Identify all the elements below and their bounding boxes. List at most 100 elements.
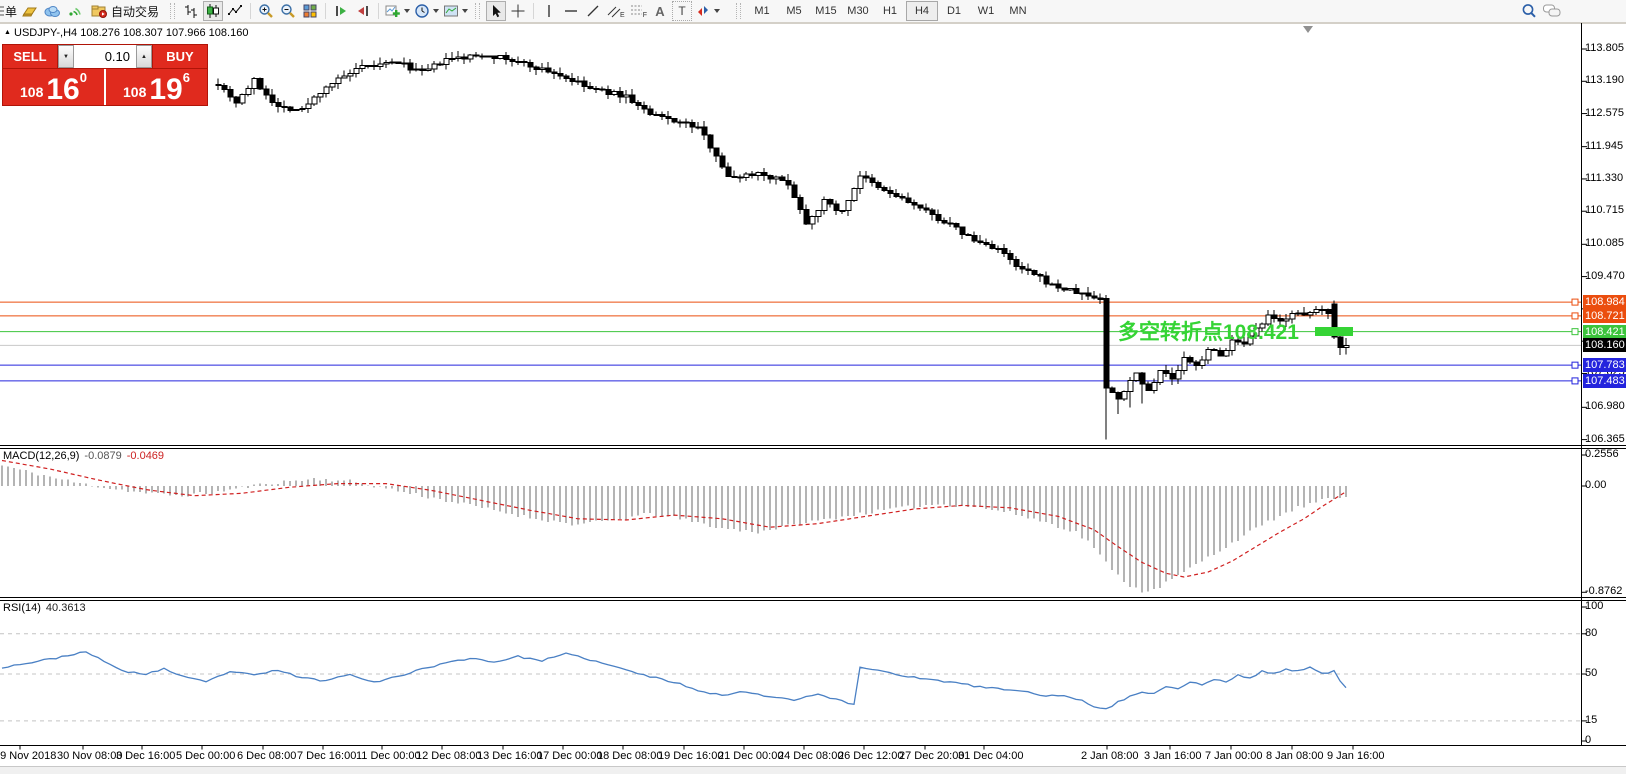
text-tool-button[interactable]: A	[650, 1, 670, 21]
time-axis-label: 7 Jan 00:00	[1205, 750, 1263, 762]
line-chart-type-button[interactable]	[225, 1, 245, 21]
zoom-in-button[interactable]	[256, 1, 276, 21]
candle-body	[1253, 327, 1260, 337]
timeframe-M30[interactable]: M30	[847, 5, 869, 17]
price-tick-label: 110.085	[1585, 237, 1624, 250]
trendline-tool-button[interactable]	[583, 1, 603, 21]
buy-price-display[interactable]: 108 19 6	[106, 69, 207, 105]
search-button[interactable]	[1519, 1, 1539, 21]
sell-price-display[interactable]: 108 16 0	[3, 69, 106, 105]
text-tool-label: A	[655, 3, 665, 19]
periods-button[interactable]	[413, 1, 440, 21]
toolbar-separator	[170, 3, 176, 19]
candle-body	[497, 54, 504, 59]
candle-body	[623, 94, 630, 98]
candle-body	[1307, 311, 1314, 316]
sell-button[interactable]: SELL	[2, 44, 58, 69]
auto-scroll-button[interactable]	[331, 1, 351, 21]
chat-button[interactable]	[1541, 1, 1563, 21]
timeframe-MN[interactable]: MN	[1009, 5, 1027, 17]
candle-body	[1001, 248, 1008, 254]
candle-body	[905, 197, 912, 204]
zoom-out-button[interactable]	[278, 1, 298, 21]
new-order-button-partial[interactable]: 单	[0, 1, 18, 21]
timeframe-M15[interactable]: M15	[815, 5, 837, 17]
candle-body	[1061, 287, 1068, 291]
candle-body	[917, 204, 924, 209]
rsi-tick-label: 100	[1585, 600, 1604, 612]
candle-body	[521, 60, 528, 64]
candle-body	[839, 209, 846, 212]
candle-body	[869, 177, 876, 183]
vertical-line-tool-button[interactable]	[539, 1, 559, 21]
arrows-tool-button[interactable]	[694, 1, 721, 21]
macd-signal-value: -0.0469	[126, 450, 165, 462]
candle-body	[683, 121, 690, 124]
candle-body	[287, 106, 294, 111]
candle-body	[659, 114, 666, 117]
candle-body	[1103, 298, 1110, 389]
tile-windows-button[interactable]	[300, 1, 320, 21]
candle-body	[1067, 288, 1074, 291]
sell-price-big: 16	[46, 72, 80, 106]
candle-body	[281, 105, 288, 108]
volume-spinner: ▼ ▲	[58, 44, 152, 69]
candle-body	[1151, 381, 1158, 392]
timeframe-D1[interactable]: D1	[946, 5, 962, 17]
rsi-value: 40.3613	[45, 602, 86, 614]
candle-body	[599, 88, 606, 91]
candle-body	[503, 54, 510, 61]
autotrading-label: 自动交易	[111, 4, 160, 19]
volume-up-button[interactable]: ▲	[136, 45, 152, 68]
dropdown-arrow-icon	[404, 9, 411, 13]
timeframe-M1[interactable]: M1	[754, 5, 770, 17]
candle-body	[743, 173, 750, 179]
candle-body	[1139, 372, 1146, 385]
candle-body	[809, 216, 816, 225]
candles	[215, 51, 1350, 440]
candle-body	[1007, 252, 1014, 261]
candle-body	[1199, 359, 1206, 366]
candle-body	[293, 108, 300, 111]
dropdown-arrow-icon	[713, 9, 720, 13]
rsi-indicator-label: RSI(14) 40.3613	[3, 602, 86, 614]
timeframe-W1[interactable]: W1	[977, 5, 995, 17]
equidistant-channel-tool-button[interactable]: E	[605, 1, 626, 21]
text-label-tool-button[interactable]: T	[671, 1, 692, 21]
autotrading-button[interactable]: 自动交易	[86, 1, 164, 21]
price-tick-label: 111.945	[1585, 139, 1624, 152]
candle-body	[1319, 308, 1326, 311]
candle-body	[431, 63, 438, 70]
candle-body	[815, 210, 822, 218]
volume-input[interactable]	[74, 45, 136, 68]
indicators-button[interactable]	[384, 1, 411, 21]
cursor-tool-button[interactable]	[486, 1, 507, 21]
timeframe-H4[interactable]: H4	[905, 1, 938, 21]
buy-button[interactable]: BUY	[152, 44, 208, 69]
timeframe-M5[interactable]: M5	[786, 5, 802, 17]
candle-body	[527, 62, 534, 68]
price-tag-label: 108.160	[1583, 338, 1626, 353]
volume-down-button[interactable]: ▼	[58, 45, 74, 68]
candle-body	[785, 179, 792, 186]
channel-sub-label: E	[620, 11, 625, 19]
cloud-icon[interactable]	[42, 1, 62, 21]
rsi-tick-label: 50	[1585, 667, 1598, 679]
gold-ingot-icon[interactable]	[20, 1, 40, 21]
candlestick-chart-type-button[interactable]	[203, 1, 224, 21]
crosshair-tool-button[interactable]	[508, 1, 528, 21]
toolbar-separator	[735, 3, 741, 19]
macd-tick-label: 0.00	[1585, 479, 1607, 491]
timeframe-H1[interactable]: H1	[882, 5, 898, 17]
candle-body	[365, 64, 372, 67]
time-axis-label: 17 Dec 00:00	[537, 750, 603, 762]
chart-shift-button[interactable]	[353, 1, 373, 21]
templates-button[interactable]	[442, 1, 469, 21]
candle-body	[467, 54, 474, 60]
horizontal-line-tool-button[interactable]	[561, 1, 581, 21]
bar-chart-type-button[interactable]	[181, 1, 201, 21]
fibonacci-tool-button[interactable]: F	[628, 1, 648, 21]
signal-wifi-icon[interactable]	[64, 1, 84, 21]
candle-body	[371, 64, 378, 68]
